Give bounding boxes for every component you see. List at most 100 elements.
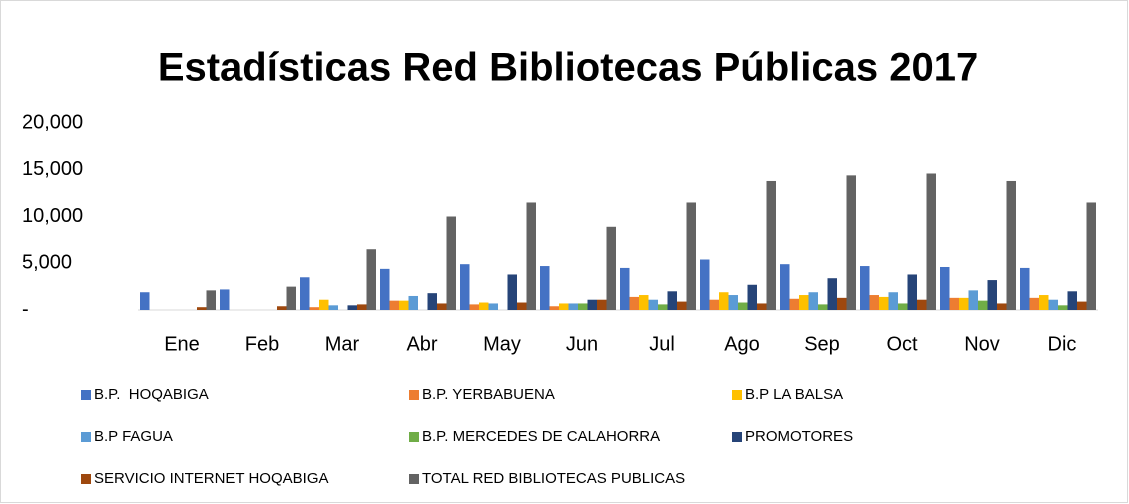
bar: [949, 297, 959, 310]
bar: [568, 303, 578, 310]
bar: [526, 202, 536, 310]
bar: [549, 306, 559, 310]
bar: [286, 286, 296, 310]
bar: [357, 304, 367, 310]
bar: [658, 304, 668, 310]
bar: [347, 305, 357, 310]
bar: [300, 277, 310, 310]
bar: [559, 303, 569, 310]
bar: [1039, 295, 1049, 310]
bar: [408, 295, 418, 310]
bar: [507, 274, 517, 310]
x-tick-label: Jun: [566, 333, 598, 355]
legend-label: SERVICIO INTERNET HOQABIGA: [94, 470, 329, 487]
bar: [1048, 299, 1058, 310]
bar: [380, 268, 390, 310]
bar: [827, 278, 837, 310]
bar: [1086, 202, 1096, 310]
bar: [437, 303, 447, 310]
bar: [860, 266, 870, 310]
bar: [818, 304, 828, 310]
bar: [997, 303, 1007, 310]
legend-label: TOTAL RED BIBLIOTECAS PUBLICAS: [422, 470, 685, 487]
legend-label: B.P. HOQABIGA: [94, 386, 209, 403]
legend-swatch: [732, 390, 742, 400]
bar: [517, 302, 527, 310]
bar: [888, 292, 898, 310]
bar: [469, 304, 479, 310]
bar: [540, 266, 550, 310]
legend-label: B.P. YERBABUENA: [422, 386, 555, 403]
bar: [277, 306, 287, 310]
bar: [206, 290, 216, 310]
bar: [747, 284, 757, 310]
x-tick-label: Abr: [406, 333, 437, 355]
bar: [757, 303, 767, 310]
bar: [1058, 305, 1068, 310]
bar: [1077, 301, 1087, 310]
bar: [140, 292, 150, 310]
bar: [917, 299, 927, 310]
x-tick-label: Jul: [649, 333, 675, 355]
legend-label: B.P LA BALSA: [745, 386, 843, 403]
bar: [366, 249, 376, 310]
bar: [1067, 291, 1077, 310]
bar: [879, 296, 889, 310]
bar: [799, 295, 809, 310]
y-tick-label: 10,000: [22, 205, 83, 227]
bar: [427, 293, 437, 310]
bar: [319, 299, 329, 310]
bar: [328, 305, 338, 310]
y-tick-label: -: [22, 298, 29, 320]
x-tick-label: Ene: [164, 333, 200, 355]
legend-swatch: [81, 474, 91, 484]
bar: [597, 299, 607, 310]
bar: [789, 298, 799, 310]
bar: [446, 216, 456, 310]
bar: [667, 291, 677, 310]
bar: [780, 264, 790, 310]
bar: [578, 303, 588, 310]
bar: [898, 303, 908, 310]
bar: [309, 307, 319, 310]
bar: [808, 292, 818, 310]
legend-swatch: [81, 432, 91, 442]
bar: [700, 259, 710, 310]
bar: [728, 295, 738, 310]
legend-swatch: [81, 390, 91, 400]
bar: [968, 290, 978, 310]
chart-title: Estadísticas Red Bibliotecas Públicas 20…: [158, 46, 978, 90]
x-tick-label: Dic: [1048, 333, 1077, 355]
bar: [1006, 180, 1016, 310]
bar: [479, 302, 489, 310]
legend-swatch: [732, 432, 742, 442]
bar: [978, 300, 988, 310]
x-tick-label: Mar: [325, 333, 360, 355]
legend-swatch: [409, 432, 419, 442]
bar: [846, 175, 856, 310]
bar: [460, 264, 470, 310]
y-tick-label: 5,000: [22, 252, 72, 274]
x-tick-label: Oct: [886, 333, 918, 355]
legend-label: B.P. MERCEDES DE CALAHORRA: [422, 428, 660, 445]
bar: [677, 301, 687, 310]
bar: [648, 299, 658, 310]
bar: [220, 289, 230, 310]
bar: [940, 266, 950, 310]
x-tick-label: May: [483, 333, 521, 355]
bar: [719, 292, 729, 310]
bar: [1029, 297, 1039, 310]
bar: [766, 180, 776, 310]
bar: [959, 297, 969, 310]
bar: [1020, 267, 1030, 310]
bar: [488, 303, 498, 310]
x-tick-label: Sep: [804, 333, 840, 355]
bar: [639, 295, 649, 310]
bar: [907, 274, 917, 310]
bar: [620, 267, 630, 310]
bar: [587, 299, 597, 310]
bar: [629, 296, 639, 310]
y-tick-label: 20,000: [22, 111, 83, 133]
bar: [709, 299, 719, 310]
